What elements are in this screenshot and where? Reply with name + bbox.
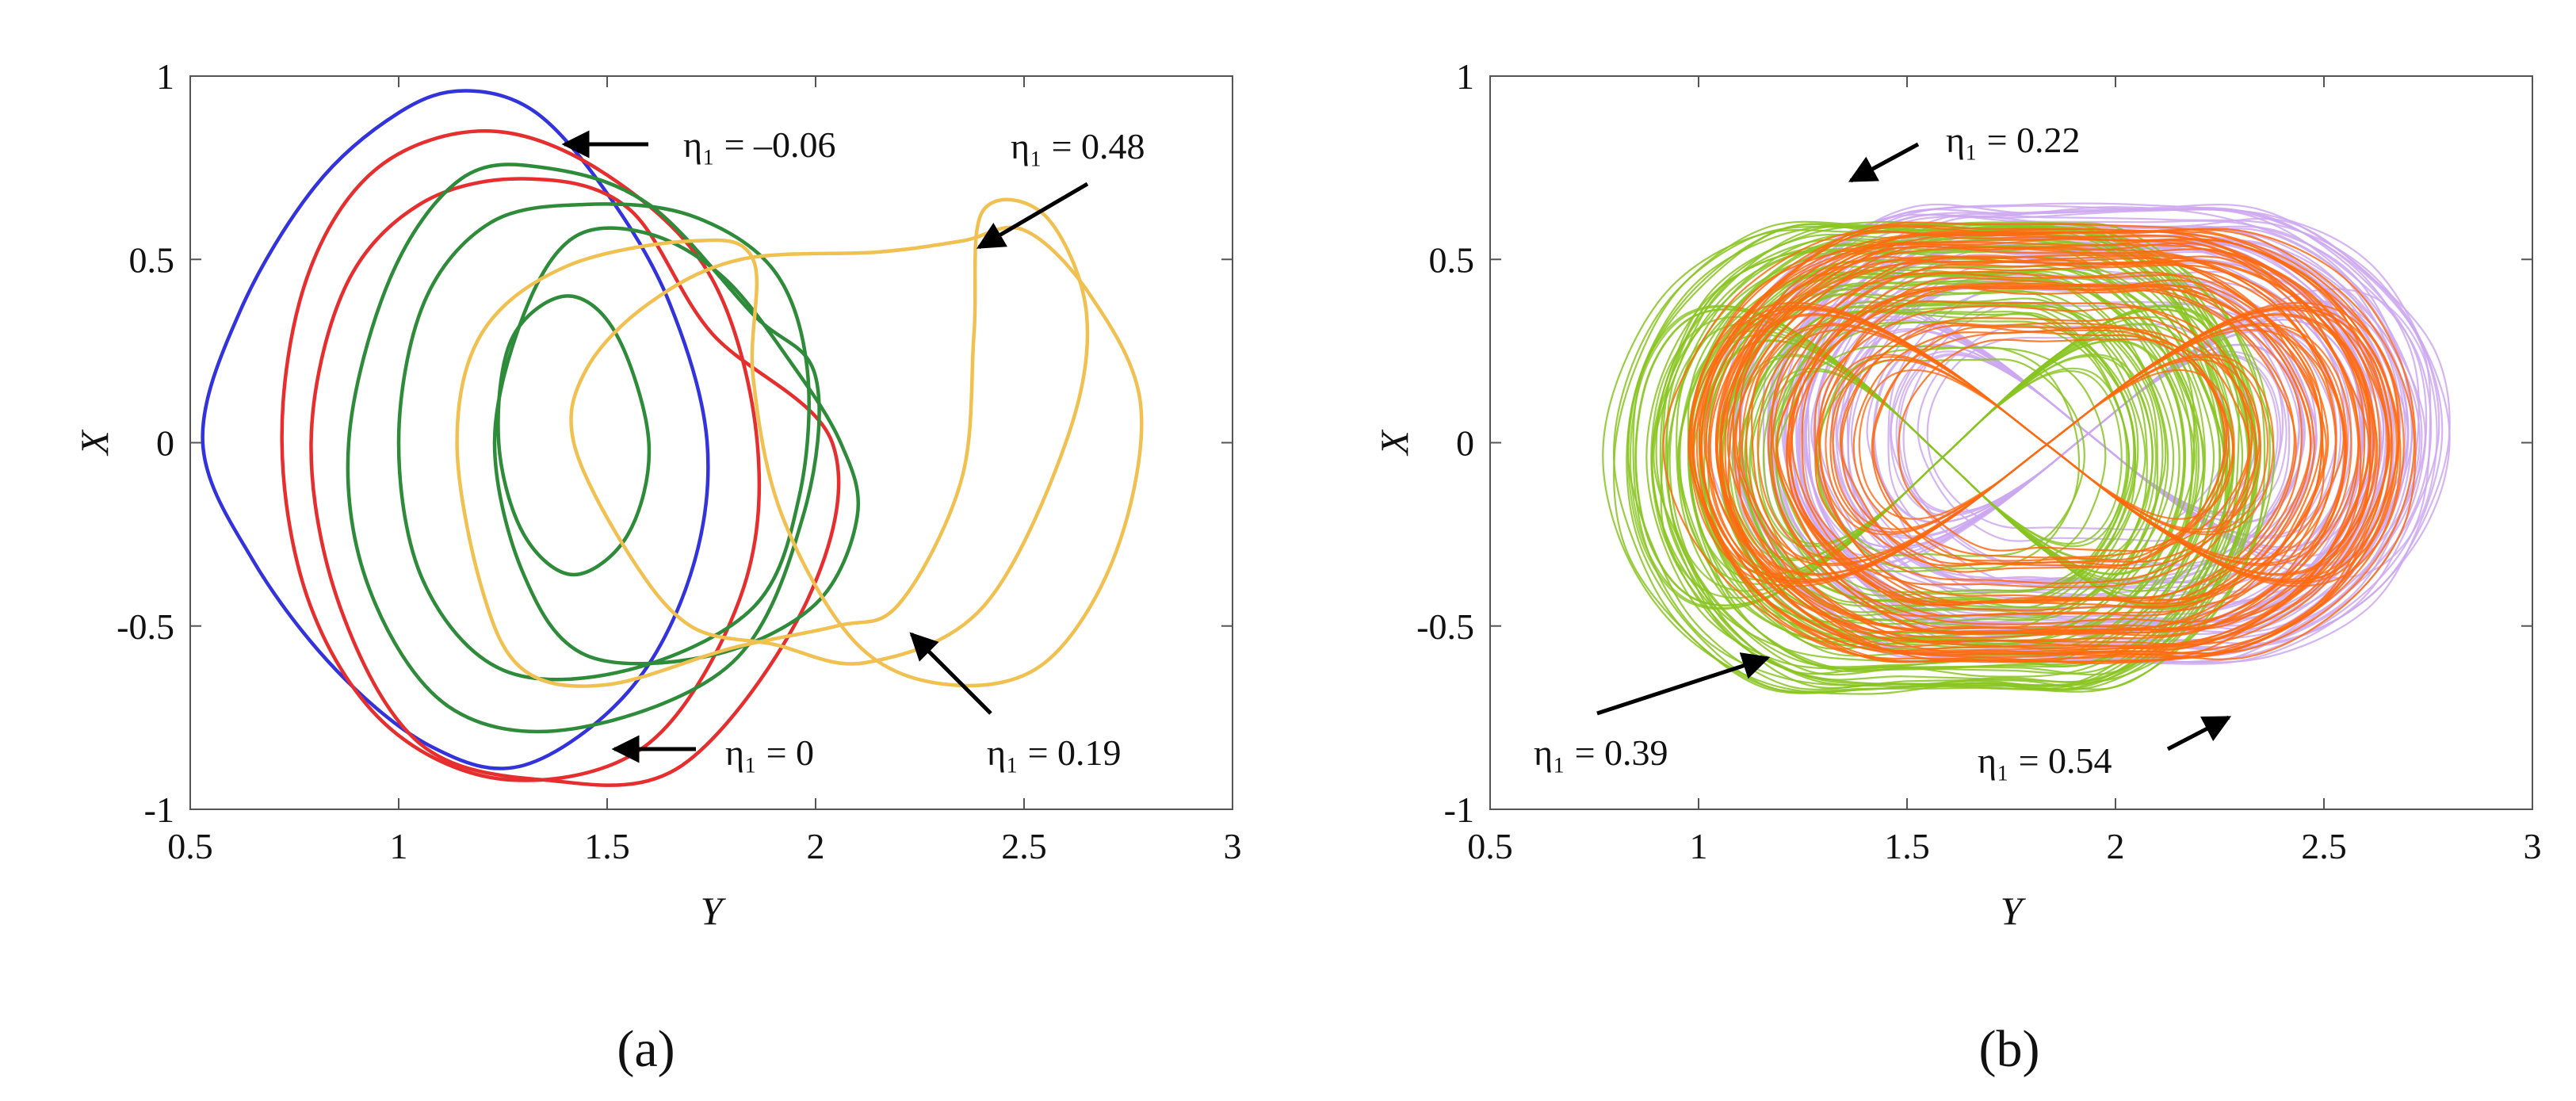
trajectory-line bbox=[1872, 326, 2253, 564]
panel-b: 0.5 1 1.5 2 2.5 3 -1 -0.5 0 0.5 1 Y Xη₁ = 0.22 η₁ = 0… bbox=[1372, 56, 2542, 1078]
trajectory-line bbox=[1771, 264, 2360, 625]
y-axis-label: X bbox=[1372, 429, 1416, 457]
x-tick-label: 3 bbox=[1224, 826, 1242, 866]
y-tick-label: -0.5 bbox=[117, 606, 174, 647]
trajectory-line bbox=[1866, 285, 2337, 585]
x-tick-label: 2.5 bbox=[1001, 826, 1047, 866]
trajectory-line bbox=[1774, 235, 2385, 631]
panel-a: 0.5 1 1.5 2 2.5 3 -1 -0.5 0 0.5 1 Y Xη₁ = –0.06 η₁ = … bbox=[72, 56, 1242, 1078]
annotation-label: η₁ = 0 bbox=[725, 732, 814, 773]
trajectory-line bbox=[1839, 316, 2250, 573]
x-axis-label: Y bbox=[701, 889, 727, 933]
y-tick-label: -1 bbox=[1444, 789, 1474, 830]
y-tick-label: 0.5 bbox=[129, 239, 175, 280]
annotation-arrow bbox=[1596, 652, 1771, 716]
orbit-curve bbox=[309, 177, 841, 787]
x-tick-label: 0.5 bbox=[167, 826, 213, 866]
trajectory-line bbox=[1775, 259, 2379, 630]
trajectory-line bbox=[1898, 338, 2251, 552]
trajectory-line bbox=[1767, 254, 2375, 636]
x-tick-label: 1.5 bbox=[584, 826, 630, 866]
orbit-curve bbox=[492, 226, 861, 666]
panel-label: (a) bbox=[617, 1020, 675, 1078]
y-axis-label: X bbox=[72, 429, 117, 457]
x-tick-label: 1 bbox=[1690, 826, 1708, 866]
annotation-arrow bbox=[2166, 715, 2232, 751]
annotation-label: η₁ = 0.39 bbox=[1534, 732, 1668, 773]
trajectory-line bbox=[1817, 358, 2085, 557]
y-tick-label: -1 bbox=[144, 789, 174, 830]
annotation-arrow bbox=[1848, 142, 1920, 183]
trajectory-line bbox=[1832, 358, 2261, 530]
trajectory-line bbox=[1858, 369, 2235, 520]
x-tick-label: 1 bbox=[390, 826, 408, 866]
trajectory-line bbox=[1726, 228, 2416, 656]
trajectory-line bbox=[1632, 222, 2257, 691]
trajectory-line bbox=[1714, 232, 2402, 656]
trajectory-line bbox=[1852, 329, 2226, 562]
trajectory-line bbox=[1728, 202, 2440, 665]
x-tick-label: 3 bbox=[2524, 826, 2542, 866]
trajectory-line bbox=[1650, 315, 2235, 599]
y-tick-label: 0 bbox=[156, 423, 174, 464]
x-tick-label: 2 bbox=[2107, 826, 2125, 866]
trajectory-line bbox=[1847, 261, 2385, 610]
trajectory-line bbox=[1790, 300, 2261, 589]
trajectory-line bbox=[1719, 314, 2375, 575]
y-tick-label: 0 bbox=[1456, 423, 1474, 464]
annotation-label: η₁ = 0.19 bbox=[987, 732, 1122, 773]
y-tick-label: 1 bbox=[156, 56, 174, 97]
trajectory-line bbox=[1687, 224, 2400, 664]
trajectory-line bbox=[1709, 255, 2322, 634]
orbit-curve bbox=[280, 129, 762, 782]
trajectory-line bbox=[1662, 230, 2372, 663]
panel-label: (b) bbox=[1979, 1020, 2040, 1078]
plot-area bbox=[201, 89, 1144, 787]
x-axis-label: Y bbox=[2001, 889, 2027, 933]
annotation-label: η₁ = 0.22 bbox=[1946, 120, 2081, 160]
trajectory-line bbox=[1634, 308, 2251, 606]
trajectory-line bbox=[1731, 355, 2154, 560]
annotation-arrow bbox=[976, 182, 1089, 250]
trajectory-line bbox=[1788, 272, 2345, 617]
trajectory-line bbox=[1700, 306, 2394, 583]
orbit-curve bbox=[496, 294, 652, 577]
trajectory-line bbox=[1745, 324, 2349, 565]
x-tick-label: 0.5 bbox=[1467, 826, 1513, 866]
orbit-curve bbox=[396, 202, 811, 682]
trajectory-line bbox=[1785, 227, 2423, 637]
y-tick-label: 0.5 bbox=[1429, 239, 1475, 280]
orbit-curve bbox=[201, 89, 710, 770]
x-tick-label: 2 bbox=[807, 826, 825, 866]
trajectory-line bbox=[1787, 285, 2303, 606]
trajectory-line bbox=[1727, 227, 2417, 663]
x-tick-label: 1.5 bbox=[1884, 826, 1930, 866]
trajectory-line bbox=[1762, 369, 2123, 545]
trajectory-line bbox=[1840, 324, 2234, 567]
annotation-label: η₁ = 0.48 bbox=[1011, 126, 1145, 166]
chaotic-band-series bbox=[1662, 221, 2417, 664]
y-tick-label: 1 bbox=[1456, 56, 1474, 97]
plot-area bbox=[1602, 202, 2451, 695]
annotation-label: η₁ = 0.54 bbox=[1978, 740, 2112, 781]
trajectory-line bbox=[1775, 345, 2081, 573]
annotation-arrow bbox=[909, 632, 992, 715]
y-tick-label: -0.5 bbox=[1416, 606, 1474, 647]
trajectory-line bbox=[1786, 286, 2297, 604]
trajectory-line bbox=[1802, 232, 2414, 629]
trajectory-line bbox=[1814, 305, 2257, 585]
orbit-curve bbox=[455, 197, 1144, 688]
annotation-label: η₁ = –0.06 bbox=[683, 124, 836, 165]
x-tick-label: 2.5 bbox=[2301, 826, 2347, 866]
plot-frame bbox=[189, 75, 1233, 810]
